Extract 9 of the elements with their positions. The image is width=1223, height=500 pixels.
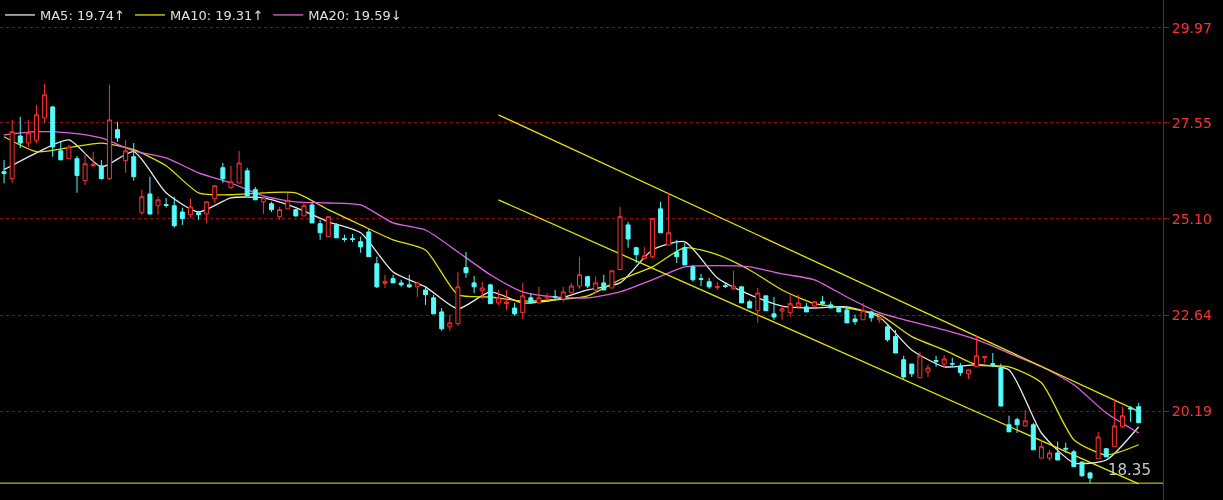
y-tick-label: 25.10 <box>1171 210 1212 227</box>
y-tick-label: 27.55 <box>1171 114 1212 131</box>
y-tick-label: 29.97 <box>1171 19 1212 36</box>
legend-label: MA20: 19.59↓ <box>308 8 402 24</box>
y-tick-label: 22.64 <box>1171 306 1212 323</box>
y-tick-label: 20.19 <box>1171 402 1212 419</box>
legend-label: MA10: 19.31↑ <box>170 8 264 24</box>
annotation: 18.35 <box>1108 461 1151 479</box>
legend-label: MA5: 19.74↑ <box>40 8 126 24</box>
